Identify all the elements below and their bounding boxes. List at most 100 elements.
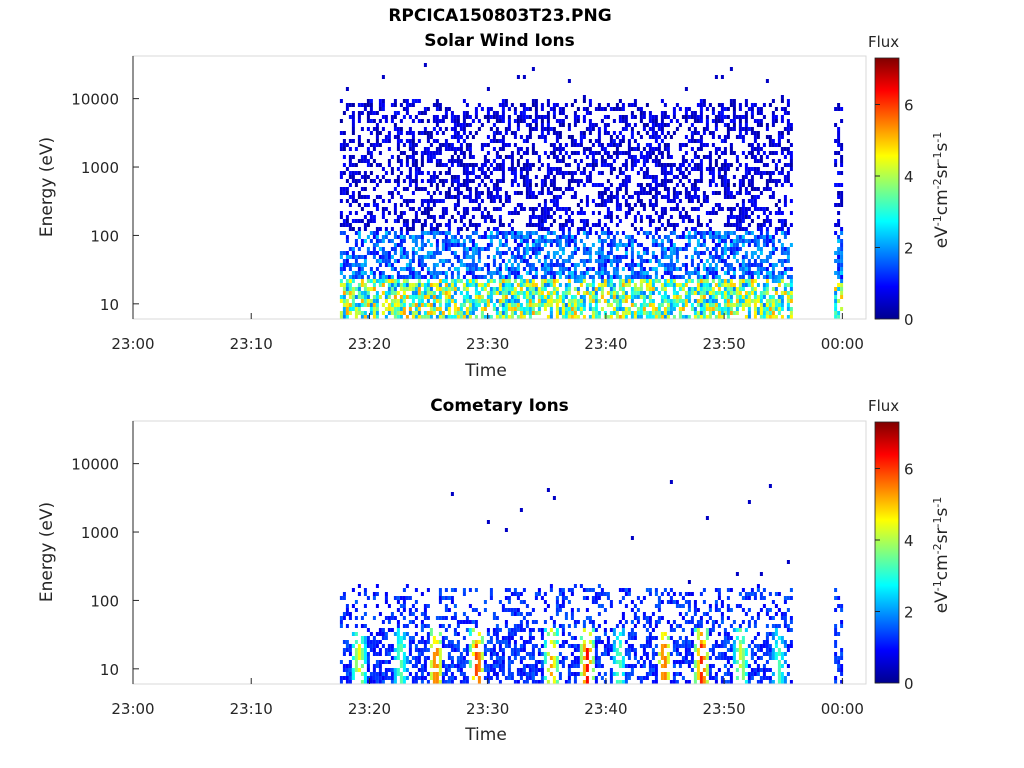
solar-wind-heatmap-cell <box>420 179 424 183</box>
solar-wind-heatmap-cell <box>768 307 772 311</box>
solar-wind-heatmap-cell <box>474 223 478 227</box>
solar-wind-heatmap-cell <box>789 283 793 287</box>
solar-wind-heatmap-cell <box>627 235 631 239</box>
solar-wind-heatmap-cell <box>657 127 661 131</box>
solar-wind-heatmap-cell <box>492 159 496 163</box>
solar-wind-heatmap-cell <box>339 143 343 147</box>
solar-wind-heatmap-cell <box>687 295 691 299</box>
cometary-heatmap-cell <box>360 636 364 640</box>
solar-wind-heatmap-cell <box>744 279 748 283</box>
solar-wind-heatmap-cell <box>339 187 343 191</box>
solar-wind-heatmap-cell <box>672 299 676 303</box>
solar-wind-heatmap-cell <box>759 111 763 115</box>
solar-wind-heatmap-cell <box>624 275 628 279</box>
solar-wind-heatmap-cell <box>729 251 733 255</box>
solar-wind-heatmap-cell <box>543 211 547 215</box>
solar-wind-heatmap-cell <box>606 303 610 307</box>
solar-wind-heatmap-cell <box>471 267 475 271</box>
solar-wind-heatmap-cell <box>663 167 667 171</box>
solar-wind-heatmap-cell <box>723 123 727 127</box>
solar-wind-heatmap-cell <box>375 163 379 167</box>
solar-wind-heatmap-cell <box>666 239 670 243</box>
solar-wind-heatmap-cell <box>540 295 544 299</box>
solar-wind-heatmap-cell <box>510 291 514 295</box>
solar-wind-heatmap-cell <box>342 263 346 267</box>
solar-wind-heatmap-cell <box>438 215 442 219</box>
solar-wind-heatmap-cell <box>570 275 574 279</box>
solar-wind-heatmap-cell <box>600 307 604 311</box>
solar-wind-heatmap-cell <box>387 231 391 235</box>
solar-wind-heatmap-cell <box>357 119 361 123</box>
solar-wind-heatmap-cell <box>591 279 595 283</box>
solar-wind-heatmap-cell <box>375 267 379 271</box>
cometary-heatmap-cell <box>363 652 367 656</box>
cometary-heatmap-cell <box>486 680 490 684</box>
solar-wind-heatmap-cell <box>450 115 454 119</box>
solar-wind-heatmap-cell <box>552 255 556 259</box>
solar-wind-heatmap-cell <box>489 295 493 299</box>
solar-wind-heatmap-cell <box>543 275 547 279</box>
solar-wind-heatmap-cell <box>840 199 844 203</box>
solar-wind-heatmap-cell <box>735 155 739 159</box>
solar-wind-heatmap-cell <box>651 287 655 291</box>
solar-wind-heatmap-cell <box>519 231 523 235</box>
solar-wind-heatmap-cell <box>387 259 391 263</box>
cometary-heatmap-cell <box>354 660 358 664</box>
solar-wind-heatmap-cell <box>441 243 445 247</box>
solar-wind-heatmap-cell <box>609 251 613 255</box>
solar-wind-heatmap-cell <box>567 283 571 287</box>
solar-wind-heatmap-cell <box>705 123 709 127</box>
solar-wind-heatmap-cell <box>837 143 841 147</box>
solar-wind-heatmap-cell <box>708 271 712 275</box>
solar-wind-heatmap-cell <box>423 311 427 315</box>
cometary-heatmap-cell <box>402 600 406 604</box>
cometary-heatmap-cell <box>453 644 457 648</box>
solar-wind-heatmap-cell <box>768 311 772 315</box>
cometary-heatmap-cell <box>378 680 382 684</box>
solar-wind-heatmap-cell <box>597 139 601 143</box>
solar-wind-heatmap-cell <box>561 251 565 255</box>
solar-wind-heatmap-cell <box>606 187 610 191</box>
solar-wind-heatmap-cell <box>417 287 421 291</box>
solar-wind-heatmap-cell <box>348 227 352 231</box>
solar-wind-heatmap-cell <box>837 103 841 107</box>
solar-wind-heatmap-cell <box>498 267 502 271</box>
solar-wind-heatmap-cell <box>723 283 727 287</box>
solar-wind-heatmap-cell <box>465 167 469 171</box>
solar-wind-heatmap-cell <box>768 263 772 267</box>
solar-wind-heatmap-cell <box>645 143 649 147</box>
solar-wind-heatmap-cell <box>360 255 364 259</box>
solar-wind-heatmap-cell <box>417 291 421 295</box>
solar-wind-heatmap-cell <box>489 299 493 303</box>
cometary-heatmap-cell <box>363 680 367 684</box>
solar-wind-heatmap-cell <box>360 219 364 223</box>
solar-wind-heatmap-cell <box>639 119 643 123</box>
solar-wind-heatmap-cell <box>492 195 496 199</box>
solar-wind-heatmap-cell <box>702 279 706 283</box>
cometary-heatmap-cell <box>402 604 406 608</box>
solar-wind-heatmap-cell <box>621 163 625 167</box>
solar-wind-heatmap-cell <box>474 199 478 203</box>
solar-wind-heatmap-cell <box>756 151 760 155</box>
solar-wind-heatmap-cell <box>642 159 646 163</box>
solar-wind-heatmap-cell <box>744 263 748 267</box>
solar-wind-heatmap-cell <box>471 279 475 283</box>
solar-wind-heatmap-cell <box>687 219 691 223</box>
solar-wind-heatmap-cell <box>555 243 559 247</box>
solar-wind-heatmap-cell <box>369 271 373 275</box>
solar-wind-heatmap-cell <box>474 175 478 179</box>
solar-wind-heatmap-cell <box>684 143 688 147</box>
solar-wind-heatmap-cell <box>618 115 622 119</box>
solar-wind-heatmap-cell <box>522 183 526 187</box>
solar-wind-heatmap-cell <box>687 139 691 143</box>
solar-wind-heatmap-cell <box>465 115 469 119</box>
solar-wind-heatmap-cell <box>768 275 772 279</box>
solar-wind-heatmap-cell <box>705 195 709 199</box>
solar-wind-heatmap-cell <box>600 203 604 207</box>
solar-wind-heatmap-cell <box>531 163 535 167</box>
solar-wind-heatmap-cell <box>699 279 703 283</box>
solar-wind-heatmap-cell <box>702 307 706 311</box>
solar-wind-heatmap-cell <box>648 259 652 263</box>
solar-wind-heatmap-cell <box>561 159 565 163</box>
solar-wind-heatmap-cell <box>450 127 454 131</box>
